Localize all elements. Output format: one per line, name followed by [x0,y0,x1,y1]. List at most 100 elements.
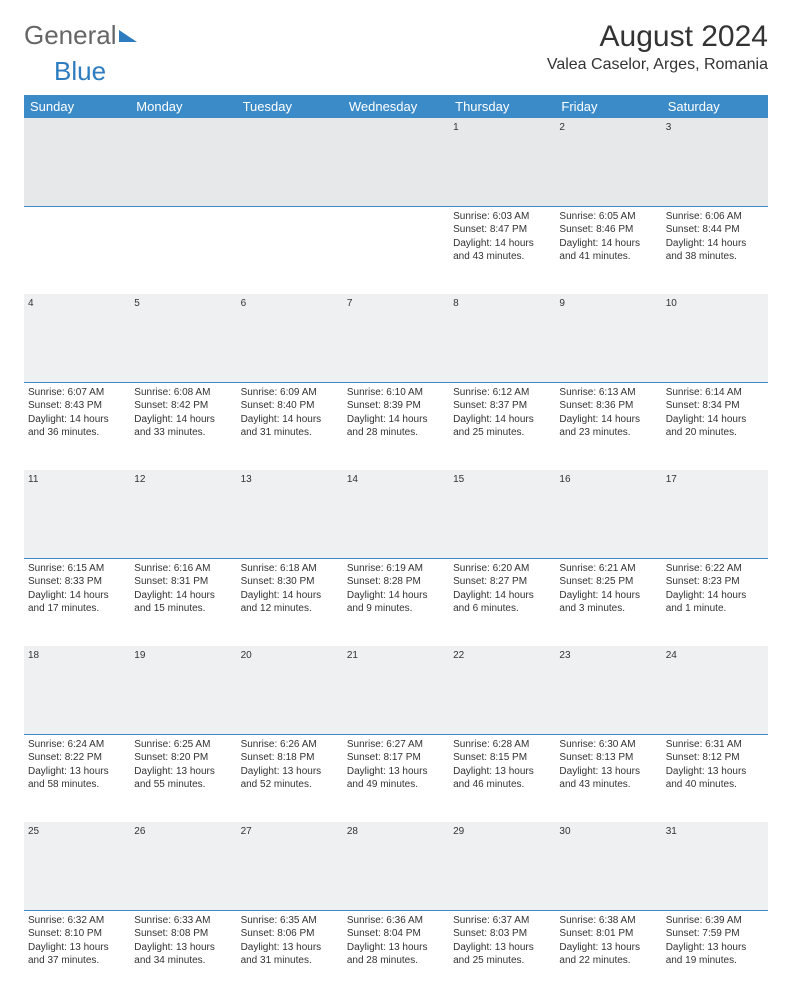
day-number: 11 [24,470,130,558]
sunrise-text: Sunrise: 6:19 AM [347,562,445,576]
day-cell: Sunrise: 6:35 AMSunset: 8:06 PMDaylight:… [237,910,343,998]
day-cell: Sunrise: 6:19 AMSunset: 8:28 PMDaylight:… [343,558,449,646]
day-number: 22 [449,646,555,734]
day-number-row: 18192021222324 [24,646,768,734]
day-cell: Sunrise: 6:14 AMSunset: 8:34 PMDaylight:… [662,382,768,470]
daylight-text: Daylight: 13 hours and 31 minutes. [241,941,339,968]
day-number: 10 [662,294,768,382]
sunrise-text: Sunrise: 6:21 AM [559,562,657,576]
day-number: 16 [555,470,661,558]
day-cell: Sunrise: 6:24 AMSunset: 8:22 PMDaylight:… [24,734,130,822]
daylight-text: Daylight: 14 hours and 3 minutes. [559,589,657,616]
sunrise-text: Sunrise: 6:18 AM [241,562,339,576]
day-info-row: Sunrise: 6:24 AMSunset: 8:22 PMDaylight:… [24,734,768,822]
day-cell: Sunrise: 6:03 AMSunset: 8:47 PMDaylight:… [449,206,555,294]
sunrise-text: Sunrise: 6:12 AM [453,386,551,400]
sunrise-text: Sunrise: 6:27 AM [347,738,445,752]
sunset-text: Sunset: 8:34 PM [666,399,764,413]
day-number: 25 [24,822,130,910]
daylight-text: Daylight: 14 hours and 33 minutes. [134,413,232,440]
daylight-text: Daylight: 13 hours and 40 minutes. [666,765,764,792]
daylight-text: Daylight: 13 hours and 19 minutes. [666,941,764,968]
day-cell: Sunrise: 6:06 AMSunset: 8:44 PMDaylight:… [662,206,768,294]
daylight-text: Daylight: 14 hours and 20 minutes. [666,413,764,440]
day-cell: Sunrise: 6:12 AMSunset: 8:37 PMDaylight:… [449,382,555,470]
day-cell: Sunrise: 6:07 AMSunset: 8:43 PMDaylight:… [24,382,130,470]
sunrise-text: Sunrise: 6:15 AM [28,562,126,576]
day-number [237,118,343,206]
sunset-text: Sunset: 8:27 PM [453,575,551,589]
sunrise-text: Sunrise: 6:26 AM [241,738,339,752]
day-number: 9 [555,294,661,382]
sunset-text: Sunset: 8:46 PM [559,223,657,237]
sunset-text: Sunset: 8:39 PM [347,399,445,413]
sunset-text: Sunset: 8:06 PM [241,927,339,941]
day-number: 2 [555,118,661,206]
sunset-text: Sunset: 8:22 PM [28,751,126,765]
daylight-text: Daylight: 14 hours and 12 minutes. [241,589,339,616]
sunrise-text: Sunrise: 6:20 AM [453,562,551,576]
day-number: 24 [662,646,768,734]
daylight-text: Daylight: 14 hours and 38 minutes. [666,237,764,264]
daylight-text: Daylight: 14 hours and 36 minutes. [28,413,126,440]
day-cell: Sunrise: 6:26 AMSunset: 8:18 PMDaylight:… [237,734,343,822]
day-number: 17 [662,470,768,558]
sail-icon [119,30,137,42]
daylight-text: Daylight: 14 hours and 15 minutes. [134,589,232,616]
sunrise-text: Sunrise: 6:13 AM [559,386,657,400]
day-cell: Sunrise: 6:05 AMSunset: 8:46 PMDaylight:… [555,206,661,294]
day-number: 14 [343,470,449,558]
sunset-text: Sunset: 8:03 PM [453,927,551,941]
daylight-text: Daylight: 14 hours and 1 minute. [666,589,764,616]
day-header: Sunday [24,95,130,118]
daylight-text: Daylight: 14 hours and 43 minutes. [453,237,551,264]
sunset-text: Sunset: 8:47 PM [453,223,551,237]
sunrise-text: Sunrise: 6:38 AM [559,914,657,928]
day-header: Thursday [449,95,555,118]
day-info-row: Sunrise: 6:15 AMSunset: 8:33 PMDaylight:… [24,558,768,646]
day-cell [24,206,130,294]
daylight-text: Daylight: 13 hours and 43 minutes. [559,765,657,792]
day-cell: Sunrise: 6:09 AMSunset: 8:40 PMDaylight:… [237,382,343,470]
day-number: 7 [343,294,449,382]
day-cell [343,206,449,294]
day-number: 31 [662,822,768,910]
day-number-row: 11121314151617 [24,470,768,558]
sunset-text: Sunset: 8:23 PM [666,575,764,589]
day-info-row: Sunrise: 6:32 AMSunset: 8:10 PM Daylight:… [24,910,768,998]
day-header: Tuesday [237,95,343,118]
day-header: Monday [130,95,236,118]
sunset-text: Sunset: 8:20 PM [134,751,232,765]
day-number-row: 25262728293031 [24,822,768,910]
day-number: 26 [130,822,236,910]
day-cell: Sunrise: 6:10 AMSunset: 8:39 PMDaylight:… [343,382,449,470]
sunset-text: Sunset: 7:59 PM [666,927,764,941]
day-number: 1 [449,118,555,206]
sunset-text: Sunset: 8:17 PM [347,751,445,765]
sunset-text: Sunset: 8:13 PM [559,751,657,765]
day-header-row: Sunday Monday Tuesday Wednesday Thursday… [24,95,768,118]
day-cell [130,206,236,294]
sunrise-text: Sunrise: 6:14 AM [666,386,764,400]
day-cell: Sunrise: 6:38 AMSunset: 8:01 PMDaylight:… [555,910,661,998]
month-title: August 2024 [547,20,768,54]
day-cell: Sunrise: 6:13 AMSunset: 8:36 PMDaylight:… [555,382,661,470]
sunrise-text: Sunrise: 6:32 AM [28,914,126,928]
sunrise-text: Sunrise: 6:07 AM [28,386,126,400]
sunset-text: Sunset: 8:36 PM [559,399,657,413]
daylight-text: Daylight: 13 hours and 28 minutes. [347,941,445,968]
sunset-text: Sunset: 8:25 PM [559,575,657,589]
daylight-text: Daylight: 13 hours and 25 minutes. [453,941,551,968]
sunset-text: Sunset: 8:10 PM [28,927,126,941]
daylight-text: Daylight: 14 hours and 17 minutes. [28,589,126,616]
daylight-text: Daylight: 13 hours and 55 minutes. [134,765,232,792]
daylight-text: Daylight: 14 hours and 23 minutes. [559,413,657,440]
sunrise-text: Sunrise: 6:31 AM [666,738,764,752]
day-header: Saturday [662,95,768,118]
day-number: 20 [237,646,343,734]
sunrise-text: Sunrise: 6:03 AM [453,210,551,224]
day-cell: Sunrise: 6:36 AMSunset: 8:04 PMDaylight:… [343,910,449,998]
daylight-text: Daylight: 13 hours and 34 minutes. [134,941,232,968]
sunset-text: Sunset: 8:15 PM [453,751,551,765]
day-number: 18 [24,646,130,734]
